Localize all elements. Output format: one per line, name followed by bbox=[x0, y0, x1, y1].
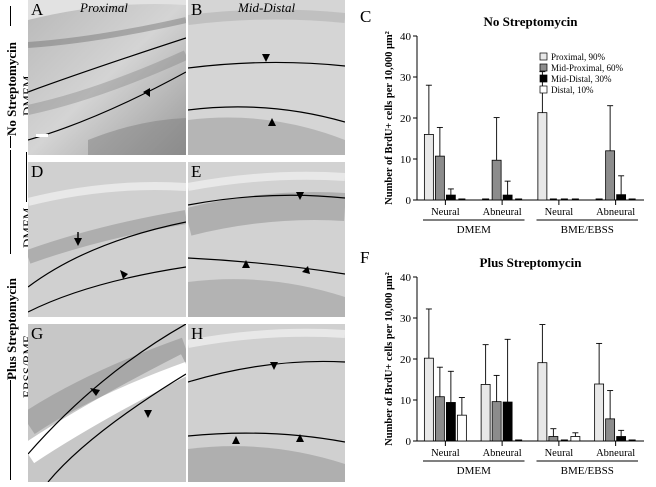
x-category-label: Abneural bbox=[596, 207, 635, 218]
bar bbox=[491, 401, 502, 442]
micrograph-b-image bbox=[188, 0, 345, 155]
side-bracket-top bbox=[10, 136, 11, 148]
y-tick-label: 10 bbox=[400, 154, 412, 166]
x-category-label: Neural bbox=[431, 207, 460, 218]
bar bbox=[434, 396, 445, 442]
y-tick-label: 20 bbox=[400, 113, 412, 125]
chart-f-svg: F Plus Streptomycin Number of BrdU+ cells … bbox=[360, 248, 644, 477]
panel-label-e: E bbox=[191, 162, 202, 181]
y-tick-label: 10 bbox=[400, 395, 412, 407]
bar bbox=[445, 194, 456, 201]
y-axis-label: Number of BrdU+ cells per 10,000 μm² bbox=[384, 31, 395, 205]
bar bbox=[456, 414, 467, 442]
bar bbox=[594, 383, 605, 442]
legend-label: Mid-Distal, 30% bbox=[551, 74, 612, 84]
panel-title-proximal: Proximal bbox=[80, 0, 128, 15]
micrograph-panel-d: D bbox=[28, 162, 186, 317]
micrograph-panel-b: B Mid-Distal bbox=[188, 0, 345, 155]
bar bbox=[434, 155, 445, 201]
chart-plus-streptomycin: F Plus Streptomycin Number of BrdU+ cells … bbox=[352, 241, 656, 482]
panel-label-g: G bbox=[31, 324, 44, 343]
micrograph-panel-a: A Proximal bbox=[28, 0, 186, 155]
chart-title: No Streptomycin bbox=[483, 14, 578, 29]
bar bbox=[423, 133, 434, 201]
bar bbox=[480, 384, 491, 442]
x-category-label: Abneural bbox=[483, 448, 522, 459]
bar bbox=[537, 362, 548, 442]
bar bbox=[537, 112, 548, 201]
y-tick-label: 0 bbox=[406, 195, 412, 207]
bar bbox=[616, 194, 627, 201]
y-tick-label: 0 bbox=[406, 436, 412, 448]
group-label: DMEM bbox=[457, 465, 491, 477]
y-tick-label: 40 bbox=[400, 272, 412, 284]
micrograph-e-image bbox=[188, 162, 345, 317]
legend-swatch bbox=[539, 52, 548, 61]
panel-label-d: D bbox=[31, 162, 44, 181]
y-tick-label: 30 bbox=[400, 313, 412, 325]
panel-title-mid-distal: Mid-Distal bbox=[238, 0, 296, 15]
x-category-label: Neural bbox=[545, 448, 574, 459]
micrograph-d-image bbox=[28, 162, 186, 317]
bar bbox=[548, 436, 559, 442]
panel-label-b: B bbox=[191, 0, 203, 19]
bar bbox=[502, 401, 513, 442]
y-tick-label: 20 bbox=[400, 354, 412, 366]
y-axis-label: Number of BrdU+ cells per 10,000 μm² bbox=[384, 272, 395, 446]
side-bracket-top-upper bbox=[10, 6, 11, 26]
bar bbox=[423, 357, 434, 442]
bar bbox=[570, 436, 581, 442]
micrograph-panel-h: H bbox=[188, 324, 345, 482]
x-category-label: Neural bbox=[431, 448, 460, 459]
legend-label: Mid-Proximal, 60% bbox=[551, 63, 623, 73]
micrograph-g-image bbox=[28, 324, 186, 482]
side-label-plus-streptomycin: Plus Streptomycin bbox=[4, 278, 19, 380]
panel-label: F bbox=[360, 248, 369, 267]
group-label: BME/EBSS bbox=[561, 465, 614, 477]
panel-label-h: H bbox=[191, 324, 204, 343]
bar bbox=[605, 150, 616, 201]
side-bracket-mid bbox=[26, 152, 27, 202]
legend-swatch bbox=[539, 85, 548, 94]
side-bracket-bottom bbox=[10, 150, 11, 254]
bar bbox=[616, 436, 627, 442]
side-label-no-streptomycin: No Streptomycin bbox=[4, 41, 19, 136]
x-category-label: Abneural bbox=[483, 207, 522, 218]
panel-label-a: A bbox=[31, 0, 44, 19]
chart-c-svg: C No Streptomycin Number of BrdU+ cells pe… bbox=[360, 7, 644, 236]
x-category-label: Neural bbox=[545, 207, 574, 218]
legend-swatch bbox=[539, 74, 548, 83]
group-label: BME/EBSS bbox=[561, 224, 614, 236]
bar bbox=[605, 418, 616, 442]
side-bracket-bottom-lower bbox=[10, 380, 11, 480]
y-tick-label: 40 bbox=[400, 31, 412, 43]
bar bbox=[445, 402, 456, 442]
legend-label: Proximal, 90% bbox=[551, 52, 605, 62]
x-category-label: Abneural bbox=[596, 448, 635, 459]
panel-label: C bbox=[360, 7, 371, 26]
group-label: DMEM bbox=[457, 224, 491, 236]
bar bbox=[491, 159, 502, 201]
micrograph-h-image bbox=[188, 324, 345, 482]
chart-title: Plus Streptomycin bbox=[480, 255, 583, 270]
micrograph-panel-e: E bbox=[188, 162, 345, 317]
y-tick-label: 30 bbox=[400, 72, 412, 84]
legend-label: Distal, 10% bbox=[551, 85, 594, 95]
chart-no-streptomycin: C No Streptomycin Number of BrdU+ cells pe… bbox=[352, 0, 656, 241]
micrograph-panel-g: G bbox=[28, 324, 186, 482]
legend-swatch bbox=[539, 63, 548, 72]
micrograph-a-image bbox=[28, 0, 186, 155]
bar bbox=[502, 194, 513, 201]
